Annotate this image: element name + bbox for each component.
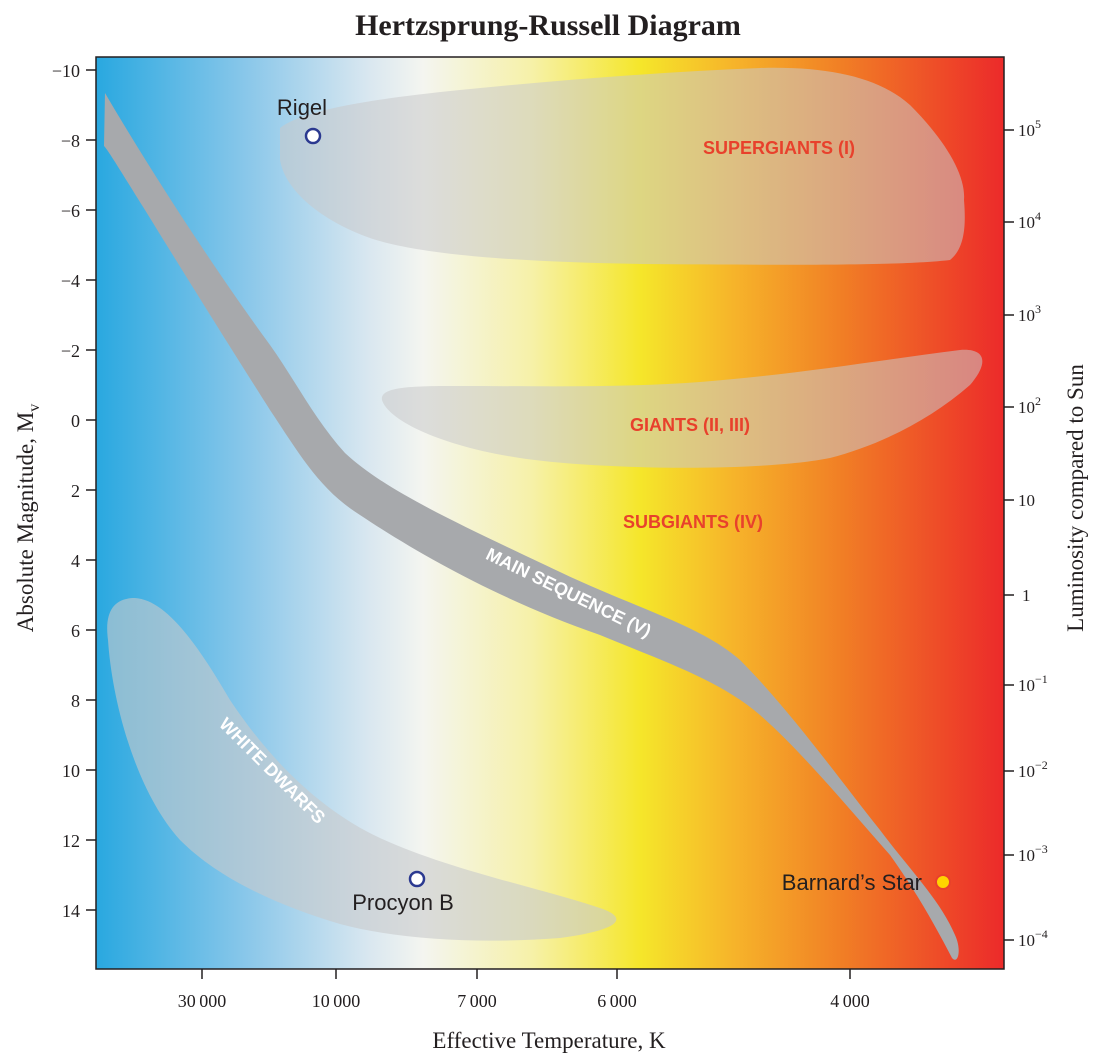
left-tick-label: −4 (61, 271, 80, 291)
star-label: Procyon B (352, 890, 454, 915)
diagram-title: Hertzsprung-Russell Diagram (355, 9, 741, 42)
left-tick-label: 14 (62, 901, 80, 921)
bottom-tick-label: 10 000 (312, 991, 361, 1011)
right-tick-label: 10−2 (1018, 758, 1048, 781)
giants-region (381, 349, 983, 468)
left-tick-label: 0 (71, 411, 80, 431)
left-axis (86, 69, 96, 911)
star-procyon-b: Procyon B (352, 870, 454, 915)
right-tick-label: 10−3 (1018, 842, 1048, 865)
left-axis-title: Absolute Magnitude, Mv (13, 404, 43, 632)
star-label: Rigel (277, 95, 327, 120)
giants-label: GIANTS (II, III) (630, 415, 750, 435)
bottom-axis (201, 969, 851, 979)
right-tick-label: 104 (1018, 209, 1041, 232)
left-tick-label: −6 (61, 201, 80, 221)
left-tick-label: 12 (62, 831, 80, 851)
star-marker (408, 870, 426, 888)
left-tick-label: 4 (71, 551, 80, 571)
left-tick-label: 10 (62, 761, 80, 781)
right-tick-label: 10 (1018, 491, 1035, 510)
left-tick-label: 8 (71, 691, 80, 711)
white-dwarfs-region (107, 598, 617, 941)
right-tick-label: 1 (1022, 586, 1031, 605)
left-tick-label: −10 (52, 61, 80, 81)
right-tick-label: 10−1 (1018, 672, 1048, 695)
star-marker (304, 127, 322, 145)
bottom-tick-label: 6 000 (597, 991, 637, 1011)
bottom-tick-label: 7 000 (457, 991, 497, 1011)
star-marker (935, 874, 951, 890)
star-label: Barnard’s Star (782, 870, 922, 895)
left-tick-label: 6 (71, 621, 80, 641)
right-tick-label: 103 (1018, 302, 1041, 325)
star-rigel: Rigel (277, 95, 327, 145)
supergiants-region (280, 67, 965, 265)
left-tick-label: −8 (61, 131, 80, 151)
left-tick-label: 2 (71, 481, 80, 501)
right-tick-label: 102 (1018, 394, 1041, 417)
plot-frame (95, 56, 1005, 970)
right-axis (1004, 129, 1014, 941)
bottom-axis-title: Effective Temperature, K (432, 1028, 666, 1053)
right-tick-label: 10−4 (1018, 927, 1048, 950)
bottom-tick-label: 4 000 (830, 991, 870, 1011)
right-axis-title: Luminosity compared to Sun (1063, 364, 1088, 632)
bottom-tick-label: 30 000 (178, 991, 227, 1011)
star-barnards-star: Barnard’s Star (782, 870, 951, 895)
supergiants-label: SUPERGIANTS (I) (703, 138, 855, 158)
subgiants-label: SUBGIANTS (IV) (623, 512, 763, 532)
right-tick-label: 105 (1018, 117, 1041, 140)
left-tick-label: −2 (61, 341, 80, 361)
